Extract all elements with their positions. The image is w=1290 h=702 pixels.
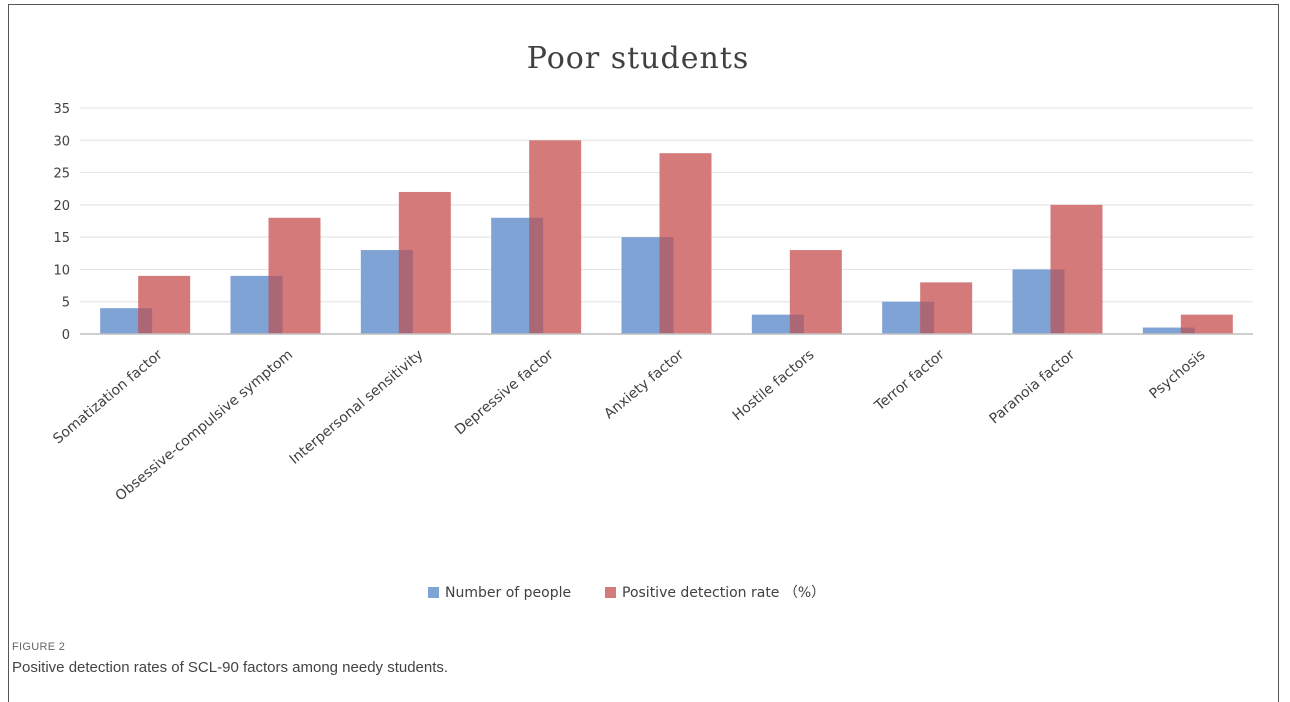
chart-title: Poor students [527,41,749,76]
x-tick-label: Interpersonal sensitivity [287,347,427,468]
y-tick-label: 0 [62,328,70,343]
bar-number-of-people [1142,327,1195,334]
legend-swatch [428,587,439,598]
bar-series [100,140,1233,334]
bar-overlap [920,301,935,334]
figure-frame [8,4,1279,702]
x-tick-label: Depressive factor [452,347,557,439]
y-tick-label: 15 [53,231,70,246]
y-tick-label: 5 [62,296,70,311]
y-tick-label: 25 [53,167,70,182]
y-tick-label: 20 [53,199,70,214]
y-axis-ticks: 0 5 10 15 20 25 30 35 [53,102,70,343]
legend-label: Positive detection rate （%） [622,585,825,601]
bar-overlap [789,314,804,334]
legend-swatch [605,587,616,598]
bar-overlap [659,237,674,334]
x-tick-label: Hostile factors [730,347,818,424]
x-axis-labels: Somatization factorObsessive-compulsive … [50,347,1208,505]
x-tick-label: Psychosis [1146,347,1208,403]
bar-overlap [529,217,544,334]
bar-overlap [138,308,153,334]
legend-label: Number of people [445,585,571,601]
x-tick-label: Anxiety factor [601,347,687,423]
x-tick-label: Somatization factor [50,347,166,448]
figure-caption: Positive detection rates of SCL-90 facto… [12,659,449,676]
y-tick-label: 30 [53,134,70,149]
legend: Number of people Positive detection rate … [428,585,825,601]
x-tick-label: Terror factor [871,347,948,415]
x-tick-label: Paranoia factor [987,347,1079,428]
figure-label: FIGURE 2 [12,641,66,653]
bar-overlap [1050,269,1065,334]
bar-chart: Poor students 0 5 10 15 20 25 30 35 Somatizatio… [50,41,1253,601]
bar-overlap [398,250,413,334]
y-tick-label: 35 [53,102,70,117]
bar-overlap [268,275,283,334]
bar-overlap [1180,327,1195,334]
y-tick-label: 10 [53,263,70,278]
